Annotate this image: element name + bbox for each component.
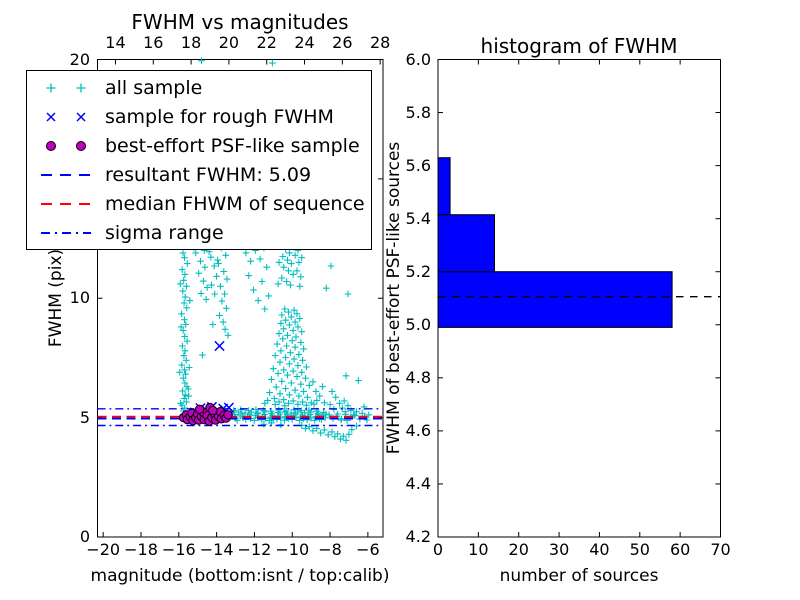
- legend-row: resultant FWHM: 5.09: [27, 160, 371, 189]
- scatter-ylabel: FWHM (pix): [46, 248, 66, 348]
- hist-bar: [437, 271, 673, 328]
- legend-row: sample for rough FWHM: [27, 102, 371, 131]
- legend-row: all sample: [27, 73, 371, 102]
- all-sample-markers: [176, 57, 373, 444]
- psf-sample-marker: [208, 405, 218, 416]
- hist-bar: [437, 157, 451, 216]
- circle-legend-icon: [46, 140, 86, 151]
- dashed-legend-icon: [41, 202, 91, 205]
- hist-title: histogram of FWHM: [480, 34, 678, 58]
- legend-label: best-effort PSF-like sample: [105, 134, 360, 157]
- plus-legend-icon: [46, 83, 86, 92]
- scatter-xlabel: magnitude (bottom:isnt / top:calib): [90, 566, 390, 586]
- psf-sample-marker: [223, 410, 233, 420]
- dashdot-legend-icon: [41, 231, 91, 234]
- legend-row: median FHWM of sequence: [27, 189, 371, 218]
- legend: all sample sample for rough FWHM best-effo…: [26, 70, 372, 250]
- legend-row: sigma range: [27, 218, 371, 247]
- hist-bar: [437, 214, 495, 273]
- hist-ylabel: FWHM of best-effort PSF-like sources: [384, 141, 404, 455]
- psf-sample-marker: [194, 404, 205, 414]
- legend-label: sigma range: [105, 221, 224, 244]
- legend-row: best-effort PSF-like sample: [27, 131, 371, 160]
- x-legend-icon: [46, 111, 86, 122]
- legend-label: resultant FWHM: 5.09: [105, 163, 312, 186]
- legend-label: sample for rough FWHM: [105, 105, 334, 128]
- legend-label: median FHWM of sequence: [105, 192, 365, 215]
- dashed-legend-icon: [41, 173, 91, 176]
- legend-label: all sample: [105, 76, 203, 99]
- scatter-title: FWHM vs magnitudes: [131, 10, 349, 34]
- hist-xlabel: number of sources: [499, 566, 659, 586]
